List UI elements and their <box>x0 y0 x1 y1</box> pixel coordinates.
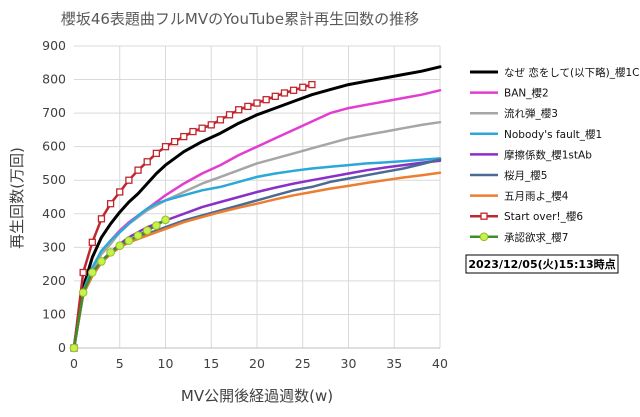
data-point <box>134 166 142 174</box>
series-line <box>72 120 442 350</box>
x-tick-label: 10 <box>158 356 174 371</box>
data-point <box>289 86 298 94</box>
series-line <box>72 65 442 350</box>
data-point <box>152 149 161 158</box>
series-4 <box>72 157 442 350</box>
x-tick-label: 0 <box>70 356 78 371</box>
legend-label: Nobody's fault_櫻1 <box>504 128 602 141</box>
data-point <box>79 268 87 277</box>
x-tick-label: 35 <box>386 356 402 371</box>
data-point <box>97 215 106 223</box>
legend-label: Start over!_櫻6 <box>504 210 583 223</box>
x-tick-label: 25 <box>295 356 311 371</box>
legend-label: BAN_櫻2 <box>504 87 549 100</box>
data-point <box>161 143 170 151</box>
data-point <box>116 188 124 196</box>
legend-label: なぜ 恋をして(以下略)_櫻1C <box>504 66 639 79</box>
timestamp-box <box>465 254 619 274</box>
legend-item: 承認欲求_櫻7 <box>470 231 568 244</box>
data-point <box>271 92 279 100</box>
y-tick-label: 500 <box>42 172 66 187</box>
data-point <box>124 236 134 245</box>
data-point <box>262 96 270 104</box>
series-lines <box>69 65 442 353</box>
data-point <box>125 176 133 184</box>
data-point <box>235 106 243 114</box>
data-point <box>143 158 151 166</box>
data-point <box>133 231 143 240</box>
data-point <box>198 124 206 132</box>
x-tick-label: 5 <box>116 356 124 371</box>
y-tick-label: 900 <box>42 38 66 53</box>
data-point <box>207 121 215 129</box>
y-axis-label: 再生回数(万回) <box>8 147 26 249</box>
legend-item: Start over!_櫻6 <box>470 210 583 223</box>
data-point <box>280 89 289 97</box>
series-8 <box>70 80 316 352</box>
series-line <box>72 157 442 350</box>
gridlines <box>74 45 441 348</box>
legend-item: Nobody's fault_櫻1 <box>470 128 602 141</box>
series-line <box>72 83 314 350</box>
data-point <box>97 257 106 266</box>
data-point <box>69 343 79 353</box>
data-point <box>152 221 161 230</box>
legend-item: 摩擦係数_櫻1stAb <box>470 148 592 161</box>
data-point <box>161 215 170 225</box>
data-point <box>189 127 197 136</box>
series-3 <box>72 120 442 350</box>
series-1 <box>72 65 442 350</box>
data-point <box>88 268 97 277</box>
x-tick-label: 20 <box>249 356 265 371</box>
data-point <box>115 241 125 250</box>
y-tick-label: 300 <box>42 239 66 254</box>
chart-title: 櫻坂46表題曲フルMVのYouTube累計再生回数の推移 <box>61 10 419 28</box>
legend-marker <box>479 232 489 242</box>
series-9 <box>69 215 170 353</box>
data-point <box>106 248 115 257</box>
legend-marker <box>480 212 488 220</box>
data-point <box>88 238 96 246</box>
legend-item: 流れ弾_櫻3 <box>470 107 558 120</box>
legend-item: 五月雨よ_櫻4 <box>470 190 569 203</box>
legend-label: 承認欲求_櫻7 <box>504 231 568 244</box>
y-tick-label: 400 <box>42 206 66 221</box>
y-tick-labels: 0 100 200 300 400 500 600 700 800 900 <box>42 38 66 355</box>
data-point <box>225 111 234 119</box>
legend-label: 五月雨よ_櫻4 <box>504 190 569 203</box>
legend-item: BAN_櫻2 <box>470 87 549 100</box>
y-tick-label: 100 <box>42 306 66 321</box>
y-tick-label: 600 <box>42 139 66 154</box>
x-tick-label: 15 <box>203 356 219 371</box>
data-point <box>244 102 252 111</box>
legend-label: 摩擦係数_櫻1stAb <box>504 148 592 161</box>
legend-label: 桜月_櫻5 <box>504 169 547 182</box>
data-point <box>106 200 115 208</box>
legend: なぜ 恋をして(以下略)_櫻1C BAN_櫻2 流れ弾_櫻3 Nobody's fau… <box>470 66 639 244</box>
data-point <box>216 116 225 124</box>
y-tick-label: 800 <box>42 72 66 87</box>
data-point <box>170 137 179 146</box>
y-tick-label: 700 <box>42 105 66 120</box>
x-tick-label: 30 <box>341 356 357 371</box>
data-point <box>308 80 316 89</box>
data-point <box>299 83 307 91</box>
y-tick-label: 200 <box>42 273 66 288</box>
data-point <box>180 132 188 141</box>
data-point <box>78 288 88 297</box>
x-tick-labels: 0 5 10 15 20 25 30 35 40 <box>70 356 448 371</box>
x-tick-label: 40 <box>432 356 448 371</box>
legend-item: なぜ 恋をして(以下略)_櫻1C <box>470 66 639 79</box>
x-axis-label: MV公開後経過週数(w) <box>181 387 333 405</box>
legend-label: 流れ弾_櫻3 <box>504 107 558 120</box>
data-point <box>142 226 152 235</box>
data-point <box>253 99 261 107</box>
legend-item: 桜月_櫻5 <box>470 169 547 182</box>
y-tick-label: 0 <box>58 340 66 355</box>
timestamp-label: 2023/12/05(火)15:13時点 <box>468 257 615 271</box>
